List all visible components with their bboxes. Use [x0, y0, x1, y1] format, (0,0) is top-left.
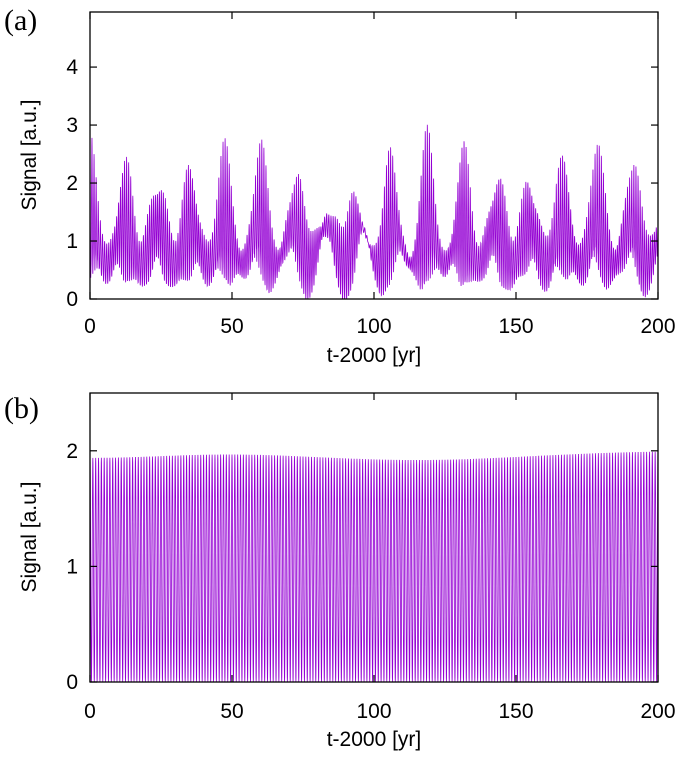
x-tick-label: 0 [84, 315, 96, 338]
y-tick-label: 1 [66, 555, 78, 578]
plot-frame-b [89, 392, 659, 683]
x-axis-label-a: t-2000 [yr] [327, 344, 422, 367]
x-tick-label: 100 [356, 700, 391, 723]
y-axis-label-b: Signal [a.u.] [18, 482, 41, 593]
y-tick-label: 1 [66, 230, 78, 253]
x-tick-label: 150 [498, 700, 533, 723]
panel-a: (a) 0 50 100 150 200 0 1 2 3 4 t-2000 [yr] Signal… [4, 4, 676, 367]
x-axis-label-b: t-2000 [yr] [327, 728, 422, 751]
y-tick-label: 2 [66, 440, 78, 463]
y-tick-label: 2 [66, 172, 78, 195]
plot-area-a [90, 124, 658, 299]
axis-ticks-a: 0 50 100 150 200 0 1 2 3 4 [66, 12, 676, 338]
series-line-b-signal [90, 451, 658, 682]
y-tick-label: 4 [66, 56, 78, 79]
y-axis-label-a: Signal [a.u.] [18, 100, 41, 211]
x-tick-label: 200 [640, 315, 675, 338]
y-tick-label: 0 [66, 288, 78, 311]
y-tick-label: 0 [66, 671, 78, 694]
x-tick-label: 150 [498, 315, 533, 338]
x-tick-label: 100 [356, 315, 391, 338]
x-tick-label: 50 [220, 700, 243, 723]
panel-label-b: (b) [4, 392, 39, 425]
plot-area-b [90, 451, 658, 682]
x-tick-label: 0 [84, 700, 96, 723]
y-tick-label: 3 [66, 114, 78, 137]
series-line-a-signal [90, 124, 658, 299]
panel-label-a: (a) [4, 4, 37, 37]
axis-ticks-b: 0 50 100 150 200 0 1 2 [66, 393, 676, 723]
panel-b: (b) 0 50 100 150 200 0 1 2 t-2000 [yr] Signal [… [4, 392, 676, 751]
x-tick-label: 200 [640, 700, 675, 723]
x-tick-label: 50 [220, 315, 243, 338]
